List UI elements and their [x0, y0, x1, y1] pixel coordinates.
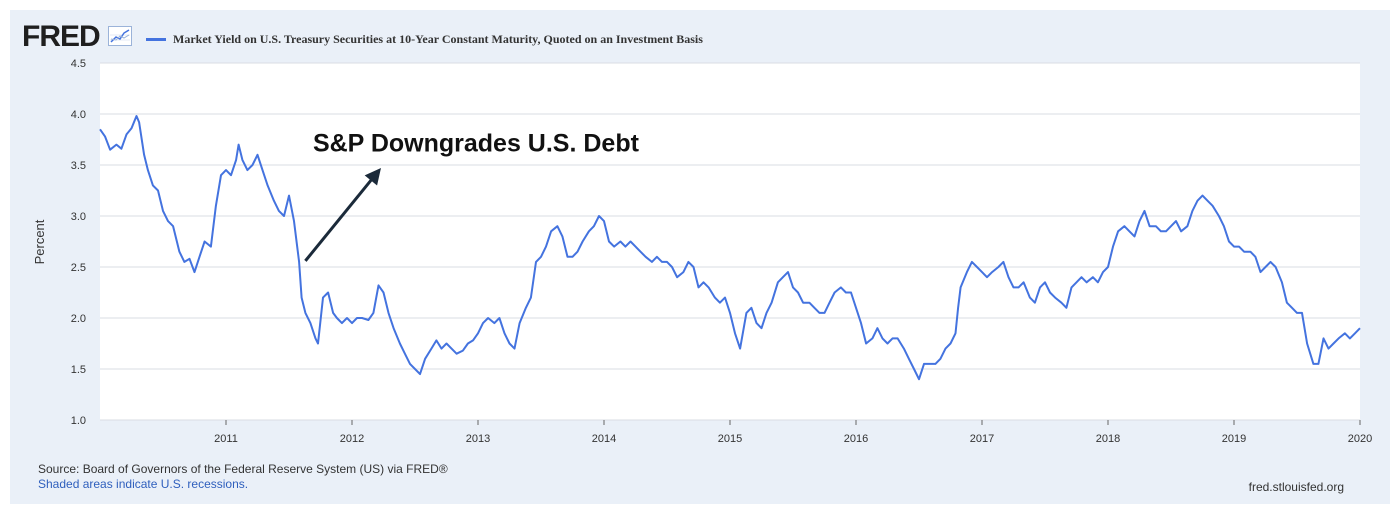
fred-url: fred.stlouisfed.org [1248, 480, 1344, 494]
chart-frame: FRED Market Yield on U.S. Treasury Secur… [10, 10, 1390, 504]
chart-legend: Market Yield on U.S. Treasury Securities… [146, 31, 703, 47]
x-axis-ticks: 2011 2012 2013 2014 2015 2016 2017 2018 2019 2020 [214, 420, 1372, 445]
y-tick-label: 1.0 [71, 415, 86, 427]
annotation-label: S&P Downgrades U.S. Debt [313, 130, 640, 158]
x-tick-label: 2015 [718, 433, 742, 445]
x-tick-label: 2012 [340, 433, 364, 445]
line-chart: 1.01.52.02.53.03.54.04.5 2011 2012 2013 201… [32, 58, 1372, 445]
fred-logo: FRED [22, 20, 101, 53]
plot-area [100, 63, 1360, 420]
x-tick-label: 2013 [466, 433, 490, 445]
y-tick-label: 3.0 [71, 211, 86, 223]
series-line-10yr-treasury-yield [99, 115, 1361, 381]
recession-note: Shaded areas indicate U.S. recessions. [38, 477, 249, 491]
y-tick-label: 4.0 [71, 109, 86, 121]
y-axis-ticks: 1.0 1.5 2.0 2.5 3.0 3.5 4.0 4.5 [71, 58, 86, 427]
x-tick-label: 2016 [844, 433, 868, 445]
source-text: Source: Board of Governors of the Federa… [38, 462, 448, 476]
x-tick-label: 2011 [214, 433, 238, 445]
x-tick-label: 2018 [1096, 433, 1120, 445]
y-tick-label: 2.5 [71, 262, 86, 274]
x-tick-label: 2017 [970, 433, 994, 445]
y-tick-label: 3.5 [71, 160, 86, 172]
legend-swatch [146, 37, 166, 41]
source-note: Source: Board of Governors of the Federa… [38, 462, 448, 492]
x-tick-label: 2019 [1222, 433, 1246, 445]
x-tick-label: 2020 [1348, 433, 1372, 445]
line-chart-icon [108, 26, 132, 46]
y-tick-label: 4.5 [71, 58, 86, 70]
annotations: S&P Downgrades U.S. Debt [304, 130, 640, 262]
y-tick-label: 2.0 [71, 313, 86, 325]
annotation-arrow-line [304, 177, 375, 262]
legend-label: Market Yield on U.S. Treasury Securities… [173, 31, 703, 46]
y-tick-label: 1.5 [71, 364, 86, 376]
x-tick-label: 2014 [592, 433, 616, 445]
annotation-arrowhead [364, 168, 381, 186]
y-axis-label: Percent [32, 219, 47, 264]
